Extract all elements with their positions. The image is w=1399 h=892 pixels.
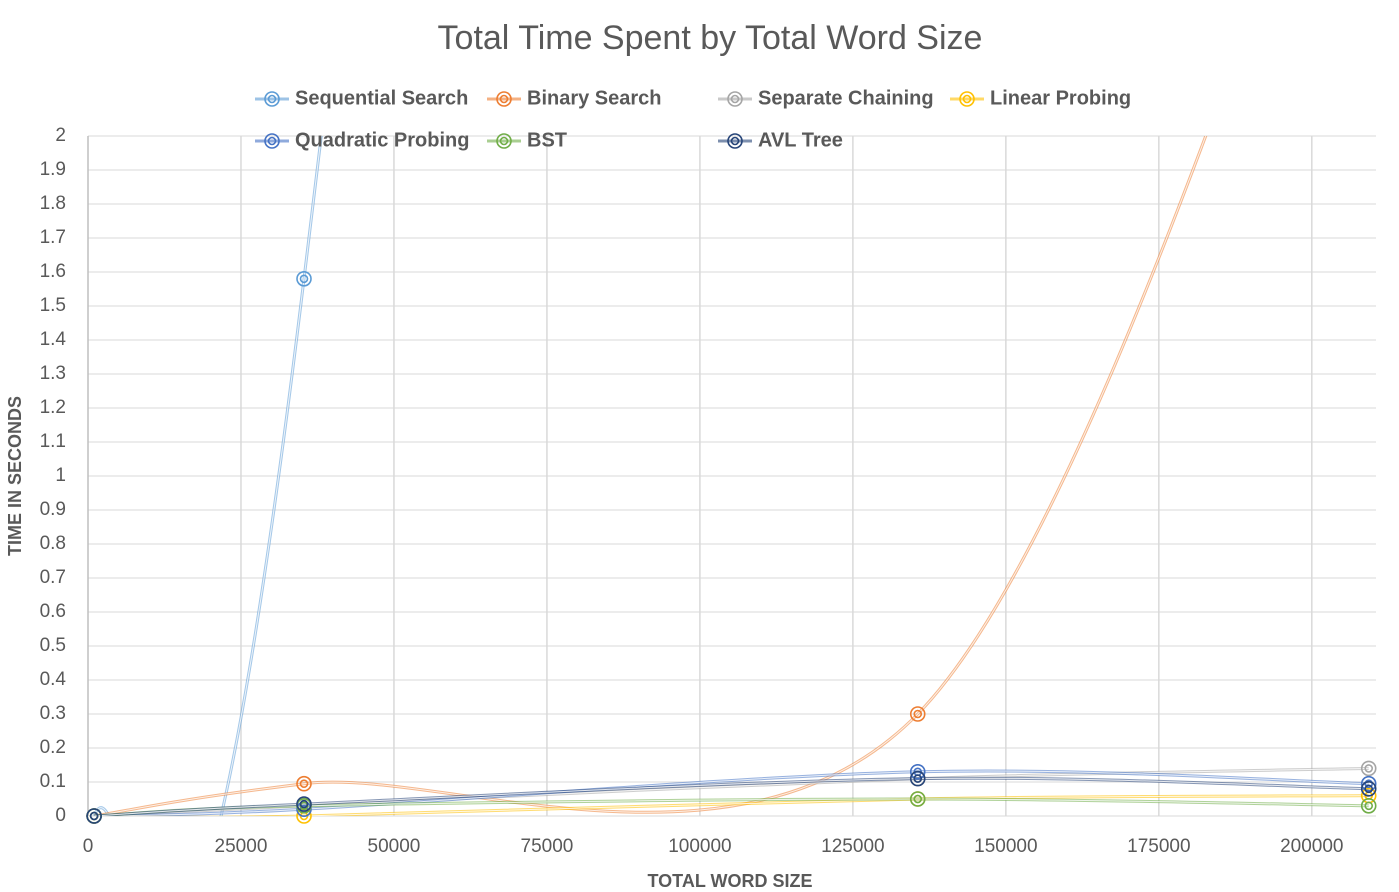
y-tick-label: 0.9 — [40, 499, 66, 520]
y-tick-label: 1.3 — [40, 363, 66, 384]
chart-title: Total Time Spent by Total Word Size — [438, 19, 983, 57]
series-line-core — [94, 795, 1369, 816]
y-tick-label: 0.4 — [40, 669, 67, 690]
marker — [296, 270, 312, 287]
legend-label: BST — [527, 129, 567, 151]
y-tick-label: 0.5 — [40, 635, 66, 656]
y-tick-label: 0.7 — [40, 567, 66, 588]
series-line-core — [93, 136, 322, 816]
legend-label: Binary Search — [527, 87, 662, 109]
y-tick-label: 2 — [55, 125, 66, 146]
marker — [909, 791, 926, 807]
y-tick-label: 0.6 — [40, 601, 66, 622]
y-axis-label: TIME IN SECONDS — [5, 396, 25, 556]
series-line — [94, 769, 1369, 816]
marker — [909, 706, 926, 722]
y-tick-label: 1.8 — [40, 193, 66, 214]
legend-label: AVL Tree — [758, 129, 843, 151]
x-tick-label: 0 — [83, 836, 94, 857]
marker — [296, 796, 312, 812]
legend: Sequential Search Binary Search Separate C… — [255, 87, 1131, 151]
legend-label: Linear Probing — [990, 87, 1131, 109]
x-tick-label: 100000 — [668, 836, 731, 857]
marker — [1360, 797, 1377, 814]
marker — [86, 808, 102, 824]
x-tick-label: 25000 — [215, 836, 268, 857]
series-line-core — [94, 777, 1369, 816]
y-tick-label: 1.9 — [40, 159, 66, 180]
marker — [496, 133, 512, 149]
series-line — [92, 136, 323, 816]
marker — [1360, 775, 1377, 792]
y-tick-label: 1.5 — [40, 295, 66, 316]
y-tick-label: 0.1 — [40, 771, 66, 792]
marker — [496, 91, 512, 107]
x-tick-label: 150000 — [974, 836, 1037, 857]
x-axis-label: TOTAL WORD SIZE — [648, 871, 813, 891]
marker — [1360, 780, 1377, 797]
x-tick-label: 50000 — [368, 836, 421, 857]
x-tick-label: 75000 — [521, 836, 574, 857]
y-tick-label: 1.4 — [40, 329, 67, 350]
legend-label: Quadratic Probing — [295, 129, 469, 151]
plot-area — [92, 136, 1369, 816]
grid: 0 0.1 0.2 0.3 0.4 0.5 0.6 0.7 0.8 0.9 1 1.1 1.2 1.3 1.… — [40, 125, 1376, 857]
y-tick-label: 1.1 — [40, 431, 66, 452]
x-tick-label: 175000 — [1127, 836, 1190, 857]
x-tick-label: 125000 — [821, 836, 884, 857]
y-tick-label: 1.7 — [40, 227, 66, 248]
marker — [296, 775, 312, 792]
y-tick-label: 0.3 — [40, 703, 66, 724]
marker — [959, 91, 975, 107]
y-tick-label: 0 — [55, 805, 66, 826]
marker — [264, 91, 280, 107]
x-tick-label: 200000 — [1280, 836, 1343, 857]
y-tick-label: 1.6 — [40, 261, 66, 282]
marker — [1360, 760, 1377, 777]
y-tick-label: 1 — [55, 465, 66, 486]
y-tick-label: 0.8 — [40, 533, 66, 554]
y-tick-label: 0.2 — [40, 737, 66, 758]
series-line-core — [94, 770, 1369, 816]
legend-label: Sequential Search — [295, 87, 468, 109]
marker — [727, 91, 743, 107]
marker — [727, 133, 743, 149]
y-tick-label: 1.2 — [40, 397, 66, 418]
legend-label: Separate Chaining — [758, 87, 934, 109]
marker — [909, 770, 926, 787]
marker — [264, 133, 280, 149]
